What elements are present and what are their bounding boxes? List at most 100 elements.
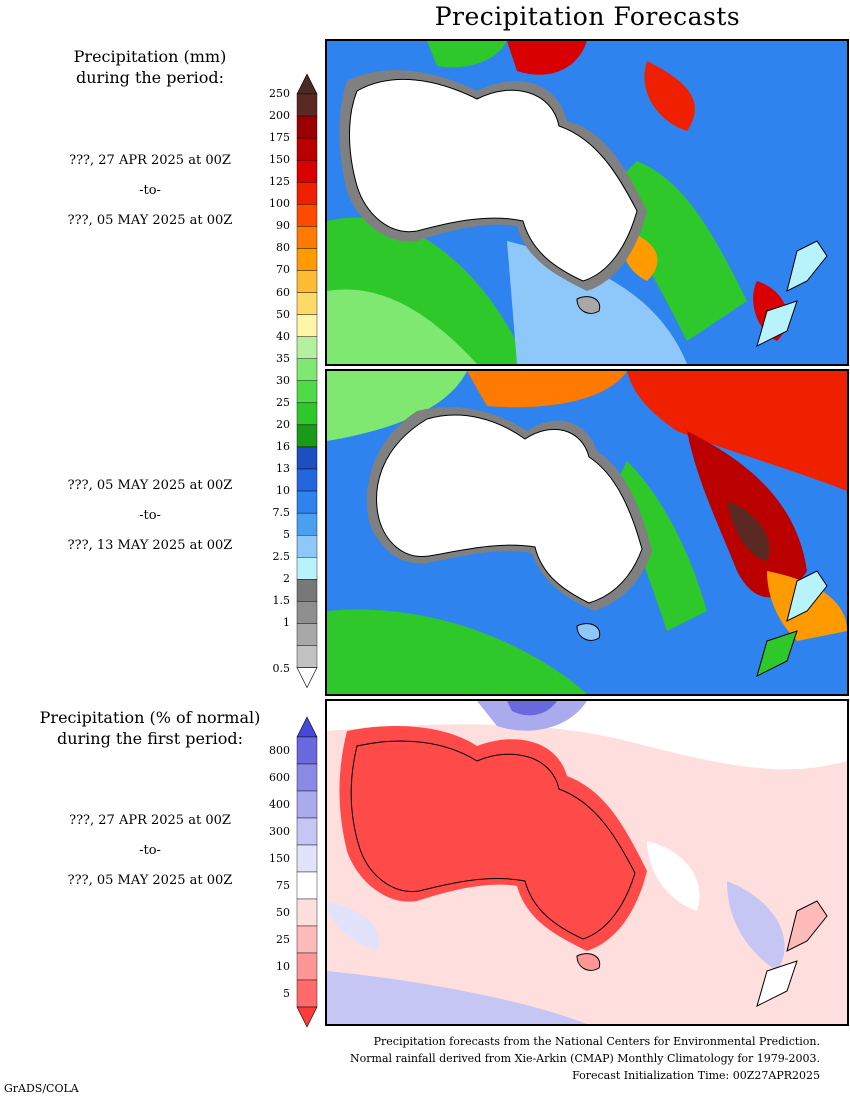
colorbar-tick-label: 25 xyxy=(276,395,290,409)
colorbar-tick-label: 175 xyxy=(269,131,290,145)
panel3-start: ???, 27 APR 2025 at 00Z xyxy=(69,813,231,828)
colorbar-tick-label: 40 xyxy=(276,329,290,343)
colorbar-tick-label: 600 xyxy=(269,770,290,784)
colorbar-tick-label: 1 xyxy=(283,616,290,630)
panel2-start: ???, 05 MAY 2025 at 00Z xyxy=(67,478,233,493)
colorbar-tick-label: 75 xyxy=(276,878,290,892)
colorbar-tick-label: 5 xyxy=(283,986,290,1000)
colorbar-tick-label: 250 xyxy=(269,87,290,100)
colorbar-segment xyxy=(296,535,318,558)
colorbar-segment xyxy=(296,159,318,183)
panel3-heading-line2: during the first period: xyxy=(56,729,244,748)
colorbar-tick-label: 10 xyxy=(276,484,290,498)
colorbar-tick-label: 1.5 xyxy=(272,594,291,608)
colorbar-segment xyxy=(296,557,318,580)
colorbar-tick-label: 60 xyxy=(276,285,290,299)
colorbar-segment xyxy=(296,763,318,792)
colorbar-segment xyxy=(296,226,318,249)
precip_scale-bar-svg xyxy=(296,73,318,689)
colorbar-tick-label: 800 xyxy=(269,743,290,757)
colorbar-tick-label: 80 xyxy=(276,241,290,255)
colorbar-segment xyxy=(296,490,318,514)
colorbar-tick-label: 0.5 xyxy=(272,661,291,675)
colorbar-over-triangle xyxy=(296,73,318,95)
colorbar-tick-label: 10 xyxy=(276,959,290,973)
colorbar-under-triangle xyxy=(296,667,318,689)
page-title: Precipitation Forecasts xyxy=(434,2,741,31)
colorbar-tick-label: 150 xyxy=(269,153,290,167)
colorbar-segment xyxy=(296,952,318,981)
panel2-end: ???, 13 MAY 2025 at 00Z xyxy=(67,538,233,553)
panel3-heading-line1: Precipitation (% of normal) xyxy=(39,708,261,727)
colorbar-segment xyxy=(296,925,318,954)
grads-credit: GrADS/COLA xyxy=(4,1082,79,1095)
colorbar-tick-label: 100 xyxy=(269,197,290,211)
colorbar-tick-label: 30 xyxy=(276,373,290,387)
colorbar-segment xyxy=(296,93,318,117)
panel2-sep: -to- xyxy=(139,508,161,523)
colorbar-tick-label: 5 xyxy=(283,528,290,542)
colorbar-segment xyxy=(296,736,318,765)
colorbar-tick-label: 90 xyxy=(276,219,290,233)
colorbar-segment xyxy=(296,979,318,1008)
colorbar-segment xyxy=(296,248,318,271)
colorbar-over-triangle xyxy=(296,716,318,738)
colorbar-tick-label: 7.5 xyxy=(272,506,291,520)
colorbar-tick-label: 300 xyxy=(269,824,290,838)
colorbar-segment xyxy=(296,871,318,900)
percent_scale-bar-svg xyxy=(296,716,318,1028)
colorbar-tick-label: 200 xyxy=(269,109,290,123)
colorbar-segment xyxy=(296,314,318,337)
colorbar-tick-label: 20 xyxy=(276,417,290,431)
map-panel-percent-normal xyxy=(325,699,849,1026)
colorbar-tick-label: 2 xyxy=(283,572,290,586)
colorbar-segment xyxy=(296,898,318,927)
colorbar-tick-label: 16 xyxy=(276,439,290,453)
colorbar-segment xyxy=(296,380,318,404)
colorbar-segment xyxy=(296,645,318,668)
colorbar-segment xyxy=(296,182,318,205)
colorbar-segment xyxy=(296,468,318,492)
colorbar-segment xyxy=(296,292,318,315)
panel3-sep: -to- xyxy=(139,843,161,858)
panel1-sep: -to- xyxy=(139,183,161,198)
colorbar-tick-label: 25 xyxy=(276,932,290,946)
footer-init-time: Forecast Initialization Time: 00Z27APR20… xyxy=(572,1069,820,1082)
panel1-heading-line2: during the period: xyxy=(76,68,224,87)
colorbar-segment xyxy=(296,424,318,448)
colorbar-segment xyxy=(296,115,318,139)
colorbar-segment xyxy=(296,790,318,819)
colorbar-tick-label: 50 xyxy=(276,905,290,919)
panel3-heading: Precipitation (% of normal) during the f… xyxy=(20,707,280,749)
footer-normal-line: Normal rainfall derived from Xie-Arkin (… xyxy=(350,1052,820,1065)
colorbar-segment xyxy=(296,817,318,846)
colorbar-segment xyxy=(296,270,318,293)
panel1-heading: Precipitation (mm) during the period: xyxy=(20,46,280,88)
colorbar-segment xyxy=(296,579,318,602)
colorbar-tick-label: 35 xyxy=(276,351,290,365)
colorbar-under-triangle xyxy=(296,1006,318,1028)
map-panel-week2 xyxy=(325,369,849,696)
colorbar-tick-label: 150 xyxy=(269,851,290,865)
colorbar-segment xyxy=(296,137,318,161)
panel1-end: ???, 05 MAY 2025 at 00Z xyxy=(67,213,233,228)
footer-source-line: Precipitation forecasts from the Nationa… xyxy=(373,1035,820,1048)
colorbar-segment xyxy=(296,601,318,624)
colorbar-segment xyxy=(296,446,318,470)
colorbar-tick-label: 125 xyxy=(269,175,290,189)
colorbar-tick-label: 13 xyxy=(276,462,290,476)
panel3-end: ???, 05 MAY 2025 at 00Z xyxy=(67,873,233,888)
colorbar-segment xyxy=(296,358,318,381)
colorbar-segment xyxy=(296,512,318,536)
colorbar-segment xyxy=(296,623,318,646)
colorbar-tick-label: 70 xyxy=(276,263,290,277)
map-panel-week1 xyxy=(325,39,849,366)
panel1-heading-line1: Precipitation (mm) xyxy=(73,47,227,66)
colorbar-tick-label: 400 xyxy=(269,797,290,811)
colorbar-tick-label: 2.5 xyxy=(272,550,291,564)
colorbar-segment xyxy=(296,402,318,426)
colorbar-tick-label: 50 xyxy=(276,307,290,321)
colorbar-segment xyxy=(296,844,318,873)
colorbar-segment xyxy=(296,336,318,359)
panel1-start: ???, 27 APR 2025 at 00Z xyxy=(69,153,231,168)
